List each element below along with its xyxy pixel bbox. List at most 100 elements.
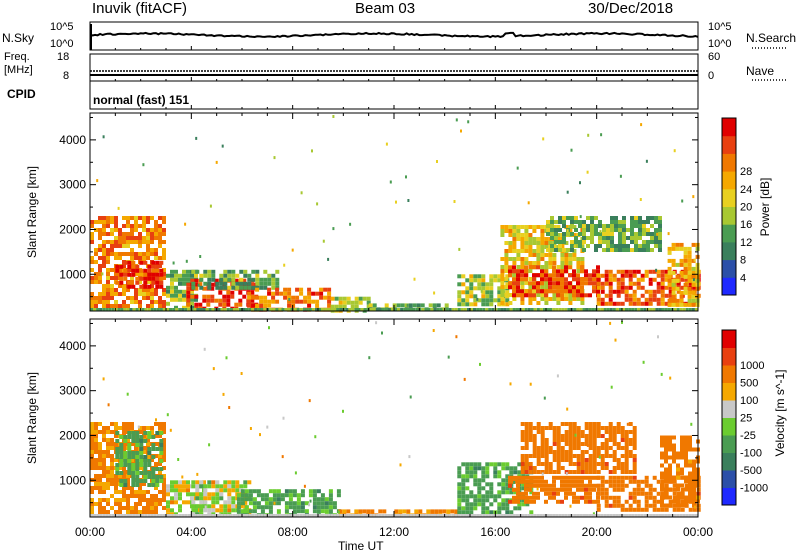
x-axis-label: Time UT	[338, 539, 384, 553]
power-cell	[598, 220, 602, 224]
power-cell	[668, 289, 673, 294]
velocity-cell	[644, 503, 649, 508]
power-ground-cell	[205, 308, 209, 311]
power-cell	[644, 301, 649, 306]
velocity-cell	[127, 431, 132, 435]
power-cell	[147, 276, 152, 281]
nsky-line	[89, 31, 699, 39]
velocity-cell	[688, 447, 692, 452]
power-cell	[628, 277, 633, 282]
power-ground-cell	[670, 308, 674, 311]
power-cell	[508, 225, 513, 229]
power-ground-cell	[597, 308, 601, 311]
velocity-cell	[592, 483, 596, 488]
velocity-cell	[126, 506, 130, 510]
velocity-cell	[215, 508, 220, 513]
power-cell	[634, 232, 638, 236]
velocity-cell	[98, 486, 102, 490]
velocity-cell	[186, 484, 190, 489]
power-cell	[311, 299, 316, 304]
velocity-colorbar-swatch	[722, 452, 736, 471]
power-cell	[564, 277, 568, 282]
power-cell	[560, 281, 564, 286]
power-ground-cell	[348, 308, 352, 311]
power-ground-cell	[451, 308, 455, 311]
power-cell	[578, 224, 582, 228]
power-cell	[608, 289, 613, 294]
velocity-cell	[672, 503, 677, 508]
velocity-cell	[457, 494, 462, 499]
power-cell	[679, 302, 684, 307]
power-ground-cell	[582, 308, 586, 311]
power-cell	[122, 284, 126, 288]
velocity-cell	[692, 495, 696, 500]
velocity-ground-cell	[460, 514, 464, 517]
velocity-echo	[536, 487, 539, 491]
power-cell	[457, 290, 462, 295]
velocity-echo	[566, 407, 569, 411]
power-cell	[155, 272, 160, 277]
velocity-cell	[632, 438, 637, 442]
power-cell	[572, 269, 576, 274]
velocity-cell	[102, 470, 106, 474]
velocity-cell	[612, 442, 617, 446]
velocity-cell	[656, 491, 661, 496]
velocity-cell	[564, 438, 569, 442]
power-cell	[516, 225, 521, 229]
velocity-echo	[463, 377, 466, 381]
power-cell	[580, 277, 584, 282]
power-cell	[142, 288, 146, 292]
power-cell	[548, 285, 552, 290]
velocity-cell	[126, 422, 130, 426]
power-ground-cell	[567, 308, 571, 311]
power-cell	[147, 268, 152, 273]
velocity-cell	[497, 470, 502, 475]
freq-label-1: Freq.	[4, 51, 30, 63]
power-cell	[130, 248, 134, 252]
velocity-ytick-label: 2000	[59, 428, 86, 442]
power-cell	[239, 285, 244, 290]
power-cell	[691, 282, 696, 287]
power-cell	[508, 301, 513, 305]
power-echo	[458, 247, 461, 251]
velocity-cell	[477, 498, 482, 503]
power-ground-cell	[120, 308, 124, 311]
velocity-cell	[477, 490, 482, 495]
power-ground-cell	[518, 308, 522, 311]
power-cell	[552, 245, 557, 249]
velocity-cell	[680, 467, 684, 472]
velocity-cell	[560, 450, 565, 454]
power-cell	[594, 216, 598, 220]
power-cell	[512, 277, 516, 282]
velocity-cell	[664, 475, 668, 480]
velocity-cell	[632, 475, 637, 480]
power-cell	[548, 289, 552, 294]
power-cell	[489, 282, 494, 287]
power-cell	[528, 237, 533, 241]
power-cell	[323, 295, 328, 300]
nsky-label: N.Sky	[2, 31, 35, 45]
velocity-cell	[150, 494, 154, 498]
velocity-cell	[560, 446, 565, 450]
velocity-cell	[505, 462, 510, 467]
power-echo	[185, 259, 188, 263]
velocity-cell	[588, 466, 593, 470]
velocity-ground-cell	[476, 514, 480, 517]
velocity-cell	[596, 487, 601, 492]
velocity-cell	[572, 454, 577, 458]
power-cell	[596, 289, 600, 294]
power-echo	[385, 142, 388, 146]
power-cell	[564, 253, 569, 257]
power-cell	[106, 240, 110, 244]
power-cell	[610, 240, 614, 244]
velocity-cell	[194, 508, 198, 513]
power-cell	[520, 277, 524, 282]
power-echo	[681, 199, 684, 203]
power-cell	[481, 274, 486, 279]
power-cell	[640, 277, 645, 282]
power-cell	[574, 236, 578, 240]
power-cell	[584, 269, 588, 274]
velocity-cell	[493, 474, 498, 479]
power-cell	[516, 285, 520, 290]
